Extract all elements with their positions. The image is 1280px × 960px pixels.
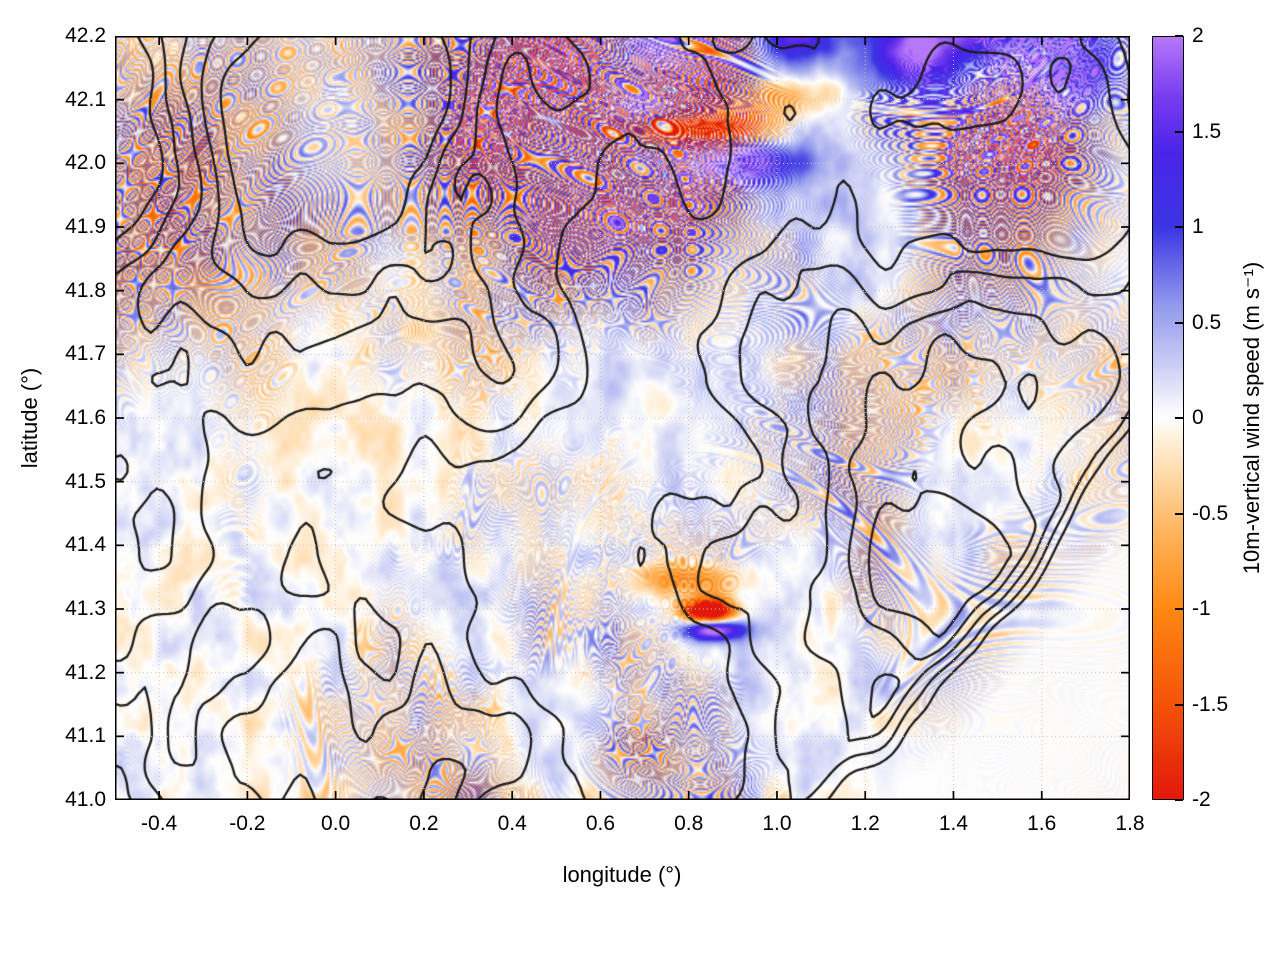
x-axis-title: longitude (°) [562, 862, 682, 887]
x-tick-label: 1.6 [1027, 812, 1057, 835]
colorbar-tick-label: -1 [1192, 597, 1211, 620]
y-tick-label: 41.9 [65, 215, 106, 238]
colorbar-tick-label: 1 [1192, 215, 1204, 238]
colorbar-tick-mark [1175, 35, 1183, 37]
y-tick-label: 42.1 [65, 87, 106, 111]
colorbar-tick-label: -2 [1192, 788, 1211, 811]
colorbar-tick-label: -0.5 [1192, 501, 1229, 525]
y-tick-label: 41.8 [65, 278, 106, 302]
y-tick-label: 42.2 [65, 24, 106, 47]
colorbar-title: 10m-vertical wind speed (m s⁻¹) [1239, 261, 1264, 575]
x-tick-label: -0.4 [141, 812, 178, 835]
x-tick-label: 0.2 [409, 812, 439, 835]
x-tick-label: 0.4 [497, 812, 527, 835]
y-tick-label: 41.0 [65, 788, 106, 811]
y-tick-label: 41.1 [65, 724, 106, 748]
y-tick-label: 41.7 [65, 342, 106, 366]
y-tick-label: 41.6 [65, 406, 106, 429]
y-tick-label: 41.3 [65, 597, 106, 620]
x-tick-label: -0.2 [229, 812, 266, 835]
colorbar-tick-label: 1.5 [1192, 119, 1222, 143]
colorbar-tick-mark [1175, 512, 1183, 515]
y-tick-label: 41.5 [65, 469, 106, 493]
colorbar-tick-mark [1175, 321, 1183, 324]
colorbar-tick-mark [1175, 608, 1183, 610]
x-tick-label: 0.6 [585, 812, 616, 835]
colorbar-tick-mark [1175, 703, 1183, 706]
x-tick-label: 1.2 [850, 812, 880, 835]
x-tick-label: 0.0 [321, 812, 351, 835]
colorbar-tick-mark [1175, 799, 1183, 801]
colorbar-tick-mark [1175, 130, 1183, 133]
x-tick-label: 1.0 [762, 812, 792, 835]
colorbar-tick-mark [1175, 417, 1183, 419]
colorbar-tick-mark [1175, 226, 1183, 228]
y-tick-label: 41.4 [65, 533, 106, 557]
colorbar-tick-label: 0.5 [1192, 310, 1222, 334]
y-tick-label: 42.0 [65, 151, 106, 175]
heatmap-plot-canvas [115, 36, 1130, 800]
y-tick-label: 41.2 [65, 660, 106, 684]
colorbar-tick-label: -1.5 [1192, 692, 1229, 716]
x-tick-label: 1.4 [938, 812, 969, 835]
colorbar-tick-label: 0 [1192, 406, 1204, 429]
x-tick-label: 1.8 [1115, 812, 1145, 835]
colorbar-tick-label: 2 [1192, 24, 1204, 47]
x-tick-label: 0.8 [674, 812, 704, 835]
